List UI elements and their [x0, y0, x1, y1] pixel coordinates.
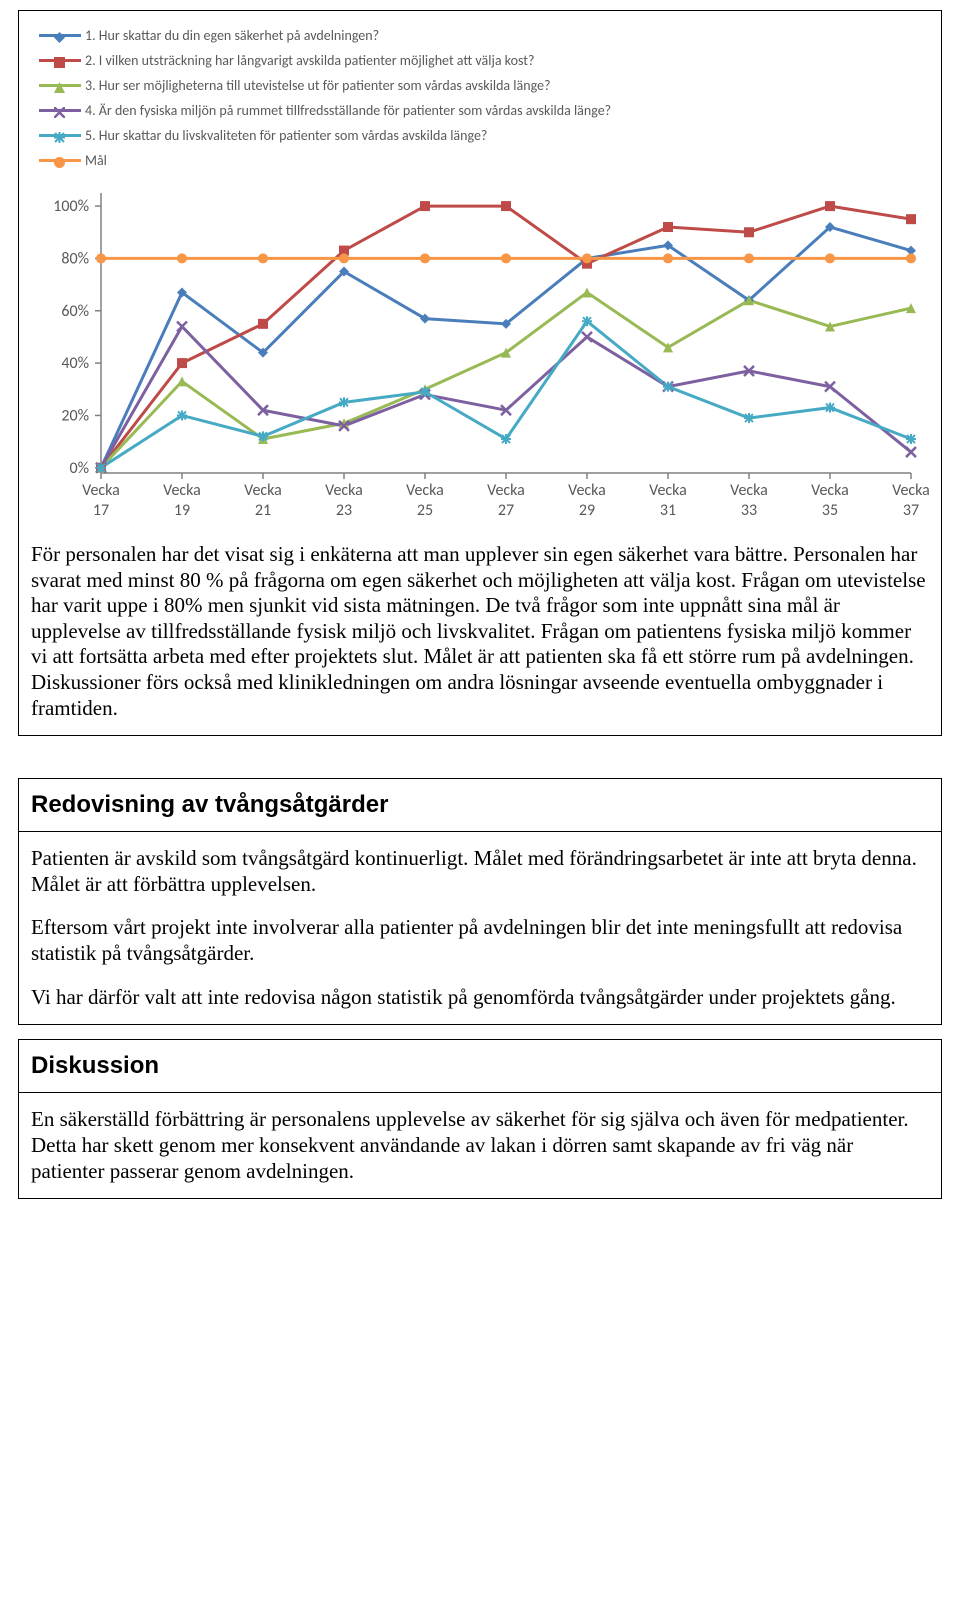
svg-text:Vecka: Vecka: [163, 481, 201, 500]
paragraph: En säkerställd förbättring är personalen…: [31, 1107, 929, 1184]
cross-icon: [54, 105, 65, 116]
legend-item: 1. Hur skattar du din egen säkerhet på a…: [39, 27, 929, 44]
triangle-icon: [54, 80, 65, 91]
chart-legend: 1. Hur skattar du din egen säkerhet på a…: [39, 27, 929, 169]
legend-item: 2. I vilken utsträckning har långvarigt …: [39, 52, 929, 69]
svg-text:Vecka: Vecka: [892, 481, 930, 500]
legend-item: 5. Hur skattar du livskvaliteten för pat…: [39, 127, 929, 144]
paragraph: Patienten är avskild som tvångsåtgärd ko…: [31, 846, 929, 897]
legend-label: 3. Hur ser möjligheterna till utevistels…: [85, 77, 551, 94]
svg-text:27: 27: [498, 501, 514, 520]
section-header-diskussion: Diskussion: [18, 1039, 942, 1093]
svg-text:17: 17: [93, 501, 109, 520]
section-content-tvangsatgarder: Patienten är avskild som tvångsåtgärd ko…: [18, 832, 942, 1025]
square-icon: [54, 55, 65, 66]
section-title: Diskussion: [31, 1052, 929, 1080]
svg-text:37: 37: [903, 501, 919, 520]
paragraph: Eftersom vårt projekt inte involverar al…: [31, 915, 929, 966]
svg-text:Vecka: Vecka: [730, 481, 768, 500]
legend-label: 4. Är den fysiska miljön på rummet tillf…: [85, 102, 611, 119]
section-title: Redovisning av tvångsåtgärder: [31, 791, 929, 819]
svg-text:23: 23: [336, 501, 352, 520]
svg-text:40%: 40%: [61, 354, 89, 373]
svg-text:Vecka: Vecka: [406, 481, 444, 500]
svg-text:Vecka: Vecka: [244, 481, 282, 500]
svg-text:60%: 60%: [61, 302, 89, 321]
svg-text:25: 25: [417, 501, 433, 520]
svg-text:29: 29: [579, 501, 595, 520]
star-icon: [54, 130, 65, 141]
legend-swatch: [39, 84, 81, 87]
svg-text:19: 19: [174, 501, 190, 520]
svg-text:Vecka: Vecka: [649, 481, 687, 500]
legend-swatch: [39, 34, 81, 37]
svg-text:Vecka: Vecka: [325, 481, 363, 500]
section-content-diskussion: En säkerställd förbättring är personalen…: [18, 1093, 942, 1199]
legend-item: 4. Är den fysiska miljön på rummet tillf…: [39, 102, 929, 119]
svg-text:0%: 0%: [69, 459, 89, 478]
legend-label: 2. I vilken utsträckning har långvarigt …: [85, 52, 534, 69]
circle-icon: [54, 155, 65, 166]
legend-swatch: [39, 59, 81, 62]
svg-text:80%: 80%: [61, 249, 89, 268]
svg-text:20%: 20%: [61, 406, 89, 425]
paragraph: Vi har därför valt att inte redovisa någ…: [31, 985, 929, 1011]
svg-text:100%: 100%: [53, 197, 89, 216]
svg-text:Vecka: Vecka: [487, 481, 525, 500]
legend-label: 5. Hur skattar du livskvaliteten för pat…: [85, 127, 487, 144]
svg-text:35: 35: [822, 501, 838, 520]
diamond-icon: [54, 30, 65, 41]
svg-text:Vecka: Vecka: [811, 481, 849, 500]
legend-swatch: [39, 159, 81, 162]
svg-text:21: 21: [255, 501, 271, 520]
chart-section: 1. Hur skattar du din egen säkerhet på a…: [18, 10, 942, 736]
svg-text:31: 31: [660, 501, 676, 520]
section-header-tvangsatgarder: Redovisning av tvångsåtgärder: [18, 778, 942, 832]
svg-text:Vecka: Vecka: [82, 481, 120, 500]
legend-item: 3. Hur ser möjligheterna till utevistels…: [39, 77, 929, 94]
svg-text:33: 33: [741, 501, 757, 520]
legend-swatch: [39, 134, 81, 137]
legend-swatch: [39, 109, 81, 112]
legend-item: Mål: [39, 152, 929, 169]
legend-label: 1. Hur skattar du din egen säkerhet på a…: [85, 27, 379, 44]
chart-explanation-paragraph: För personalen har det visat sig i enkät…: [31, 542, 929, 721]
svg-text:Vecka: Vecka: [568, 481, 606, 500]
line-chart: 0%20%40%60%80%100%Vecka17Vecka19Vecka21V…: [31, 183, 931, 533]
legend-label: Mål: [85, 152, 107, 169]
